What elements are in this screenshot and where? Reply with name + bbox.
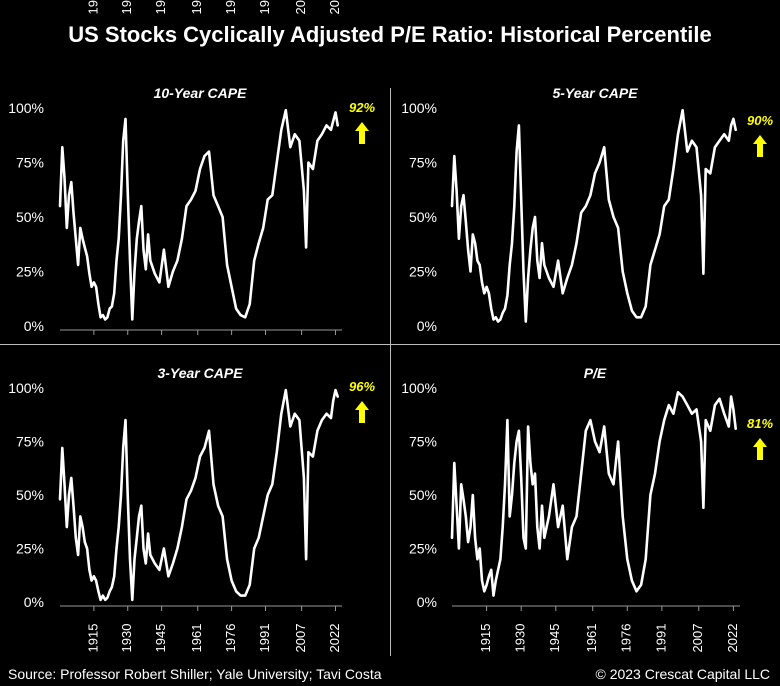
y-tick-label: 100% [8,380,44,396]
y-tick-label: 25% [409,541,437,557]
copyright-note: © 2023 Crescat Capital LLC [595,666,770,682]
vertical-divider [390,88,391,656]
y-tick-label: 100% [401,380,437,396]
y-tick-label: 75% [16,434,44,450]
x-tick-label: 1930 [119,624,134,653]
panel-title-1: 5-Year CAPE [552,85,638,101]
x-tick-label: 1945 [547,624,562,653]
x-tick-label: 1976 [223,0,238,14]
y-tick-label: 50% [409,487,437,503]
x-tick-label: 1991 [257,0,272,14]
y-tick-label: 25% [16,541,44,557]
y-tick-label: 75% [409,155,437,171]
x-tick-label: 1930 [119,0,134,14]
series-line [450,390,738,597]
x-tick-label: 2007 [293,624,308,653]
x-tick-label: 1930 [513,624,528,653]
x-tick-label: 1945 [153,0,168,14]
x-tick-label: 1991 [653,624,668,653]
x-tick-label: 2022 [327,624,342,653]
y-tick-label: 0% [417,318,437,334]
source-note: Source: Professor Robert Shiller; Yale U… [8,666,382,682]
y-tick-label: 25% [409,264,437,280]
x-tick-label: 1991 [257,624,272,653]
page-title: US Stocks Cyclically Adjusted P/E Ratio:… [68,22,712,47]
y-tick-label: 50% [16,209,44,225]
x-tick-label: 1976 [619,624,634,653]
x-tick-label: 2022 [725,624,740,653]
up-arrow-icon [355,401,369,423]
x-tick-label: 1961 [189,624,204,653]
horizontal-divider [0,344,780,345]
panel-title-0: 10-Year CAPE [154,85,248,101]
y-tick-label: 100% [401,100,437,116]
up-arrow-icon [753,438,767,460]
y-tick-label: 0% [24,318,44,334]
up-arrow-icon [753,135,767,157]
y-tick-label: 50% [409,209,437,225]
series-line [58,388,340,602]
y-tick-label: 75% [16,155,44,171]
x-tick-label: 1945 [153,624,168,653]
x-tick-label: 1915 [478,624,493,653]
y-tick-label: 100% [8,100,44,116]
x-tick-label: 1976 [223,624,238,653]
x-tick-label: 1915 [85,0,100,14]
x-tick-label: 1915 [85,624,100,653]
x-tick-label: 1961 [584,624,599,653]
annotation-label: 92% [349,100,375,115]
x-tick-label: 2007 [293,0,308,14]
x-tick-label: 2007 [690,624,705,653]
y-tick-label: 25% [16,264,44,280]
y-tick-label: 75% [409,434,437,450]
up-arrow-icon [355,122,369,144]
annotation-label: 90% [747,113,773,128]
y-tick-label: 0% [417,594,437,610]
panel-title-2: 3-Year CAPE [157,365,243,381]
x-tick-label: 2022 [327,0,342,14]
panel-title-3: P/E [584,365,607,381]
series-line [450,108,738,323]
annotation-label: 81% [747,416,773,431]
y-tick-label: 0% [24,594,44,610]
series-line [58,108,340,321]
annotation-label: 96% [349,379,375,394]
x-tick-label: 1961 [189,0,204,14]
y-tick-label: 50% [16,487,44,503]
